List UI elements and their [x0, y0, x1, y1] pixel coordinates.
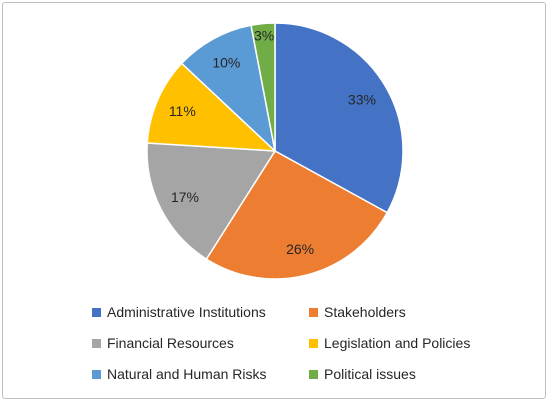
pie-slice-political-issues — [250, 22, 276, 152]
data-label-stakeholders: 26% — [286, 241, 314, 257]
data-label-natural-and-human-risks: 10% — [212, 54, 240, 70]
pie-slice-legislation-and-policies — [146, 62, 278, 152]
data-label-financial-resources: 17% — [171, 189, 199, 205]
pie-slice-natural-and-human-risks — [180, 24, 277, 154]
pie-slice-administrative-institutions — [274, 22, 404, 214]
data-label-political-issues: 3% — [254, 28, 274, 44]
pie-slice-stakeholders — [205, 150, 389, 280]
pie-slice-financial-resources — [146, 142, 277, 261]
data-label-administrative-institutions: 33% — [348, 92, 376, 108]
data-label-legislation-and-policies: 11% — [169, 103, 196, 119]
